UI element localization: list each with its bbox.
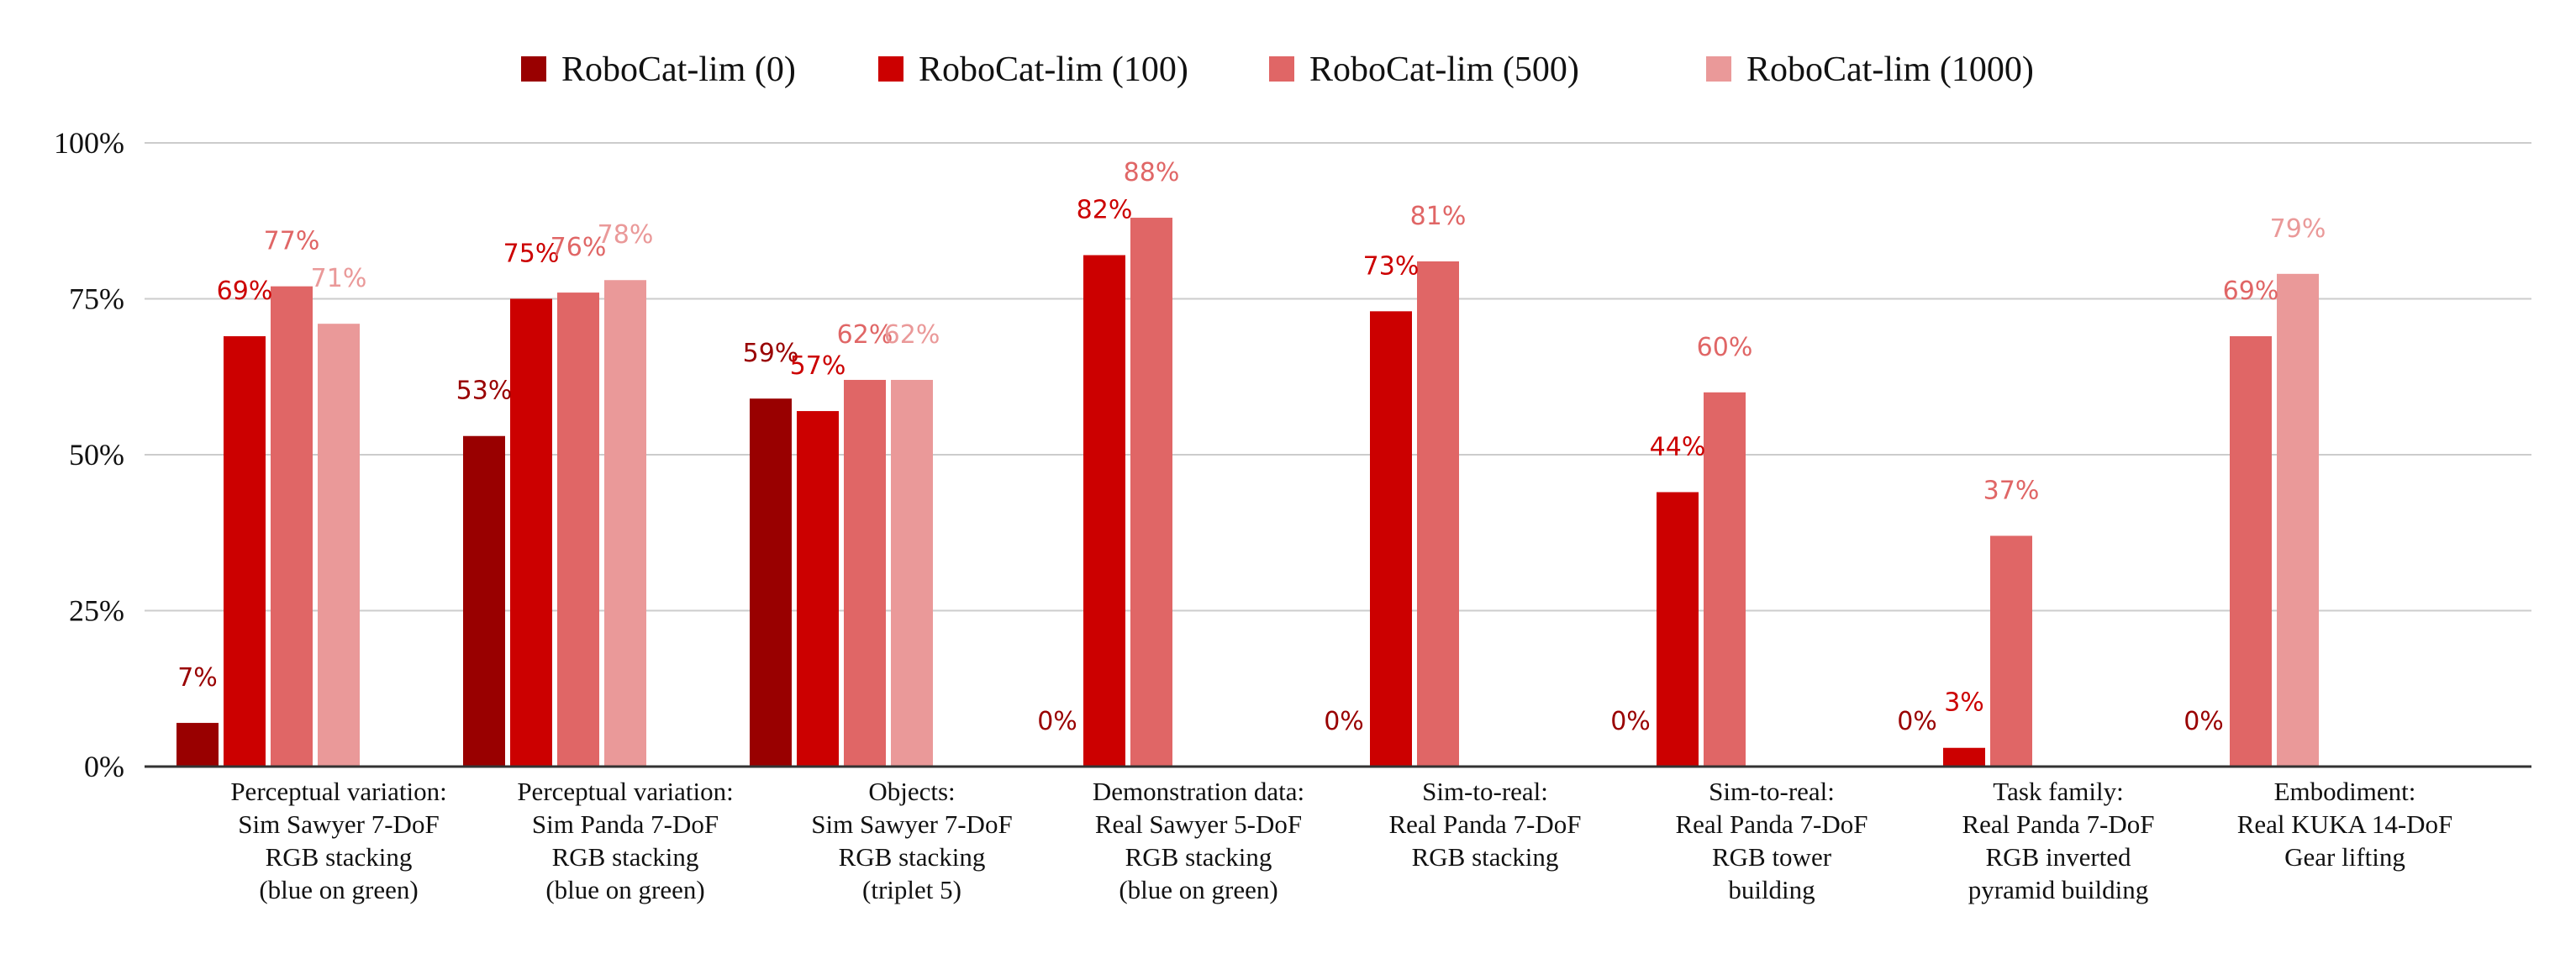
data-label: 71% (311, 264, 367, 293)
bar (1083, 255, 1125, 767)
data-label: 59% (743, 339, 799, 368)
bar (224, 336, 266, 767)
bar (1943, 747, 1985, 767)
category-label: Task family: Real Panda 7-DoF RGB inverted… (1962, 777, 2154, 904)
category-label: Perceptual variation: Sim Sawyer 7-DoF RGB… (230, 777, 446, 904)
bar (1704, 392, 1746, 767)
data-label: 0% (1897, 707, 1937, 736)
bar (750, 398, 792, 767)
data-label: 75% (503, 240, 560, 269)
bar (1990, 535, 2032, 767)
data-label: 82% (1077, 196, 1133, 225)
y-tick-label: 75% (69, 282, 124, 316)
bar (891, 379, 933, 767)
y-tick-label: 25% (69, 594, 124, 628)
bar (1657, 492, 1699, 767)
data-label: 69% (217, 277, 273, 306)
data-label: 62% (884, 320, 940, 350)
legend-label: RoboCat-lim (0) (561, 50, 796, 89)
category-labels: Perceptual variation: Sim Sawyer 7-DoF RGB… (230, 777, 2452, 904)
data-label: 79% (2270, 214, 2326, 244)
y-tick-label: 100% (54, 126, 124, 160)
data-label: 7% (177, 663, 218, 693)
data-label: 77% (264, 227, 320, 256)
data-label: 62% (837, 320, 893, 350)
bar (1130, 218, 1172, 767)
bar (510, 298, 552, 767)
bar (463, 435, 505, 767)
bar (318, 324, 360, 767)
legend-label: RoboCat-lim (1000) (1746, 50, 2034, 89)
legend-label: RoboCat-lim (500) (1309, 50, 1579, 89)
y-axis-ticks: 0% 25% 50% 75% 100% (54, 126, 124, 783)
data-label: 53% (456, 377, 513, 406)
bar (1370, 311, 1412, 767)
data-label: 73% (1363, 251, 1420, 281)
legend-swatch (1706, 56, 1731, 82)
data-label: 3% (1944, 688, 1984, 718)
bar (797, 411, 839, 767)
category-label: Sim-to-real: Real Panda 7-DoF RGB stacking (1388, 777, 1581, 872)
legend: RoboCat-lim (0) RoboCat-lim (100) RoboCat-… (521, 50, 2034, 89)
bar (176, 723, 219, 767)
y-tick-label: 0% (84, 750, 124, 783)
bar (557, 293, 599, 767)
legend-swatch (878, 56, 903, 82)
category-label: Sim-to-real: Real Panda 7-DoF RGB tower bui… (1675, 777, 1867, 904)
data-label: 0% (2184, 707, 2224, 736)
bars (176, 218, 2319, 767)
data-label: 57% (790, 351, 846, 381)
data-label: 37% (1983, 476, 2040, 505)
bar (2230, 336, 2272, 767)
data-label: 76% (550, 233, 607, 262)
legend-swatch (521, 56, 546, 82)
data-label: 0% (1324, 707, 1364, 736)
data-label: 0% (1037, 707, 1077, 736)
data-label: 78% (598, 220, 654, 250)
data-label: 69% (2223, 277, 2279, 306)
category-label: Demonstration data: Real Sawyer 5-DoF RGB … (1093, 777, 1304, 904)
data-label: 44% (1650, 433, 1706, 462)
legend-swatch (1269, 56, 1294, 82)
data-label: 81% (1410, 202, 1467, 231)
bar (1417, 261, 1459, 767)
category-label: Embodiment: Real KUKA 14-DoF Gear lifting (2237, 777, 2453, 872)
bar (604, 280, 646, 767)
data-label: 60% (1697, 333, 1753, 362)
data-labels: 7%69%77%71%53%75%76%78%59%57%62%62%0%82%… (177, 158, 2326, 736)
y-tick-label: 50% (69, 438, 124, 472)
category-label: Objects: Sim Sawyer 7-DoF RGB stacking (tri… (811, 777, 1012, 904)
legend-label: RoboCat-lim (100) (919, 50, 1188, 89)
data-label: 0% (1610, 707, 1651, 736)
bar (2277, 273, 2319, 767)
category-label: Perceptual variation: Sim Panda 7-DoF RGB … (517, 777, 733, 904)
bar (844, 379, 886, 767)
data-label: 88% (1124, 158, 1180, 187)
bar (271, 286, 313, 767)
